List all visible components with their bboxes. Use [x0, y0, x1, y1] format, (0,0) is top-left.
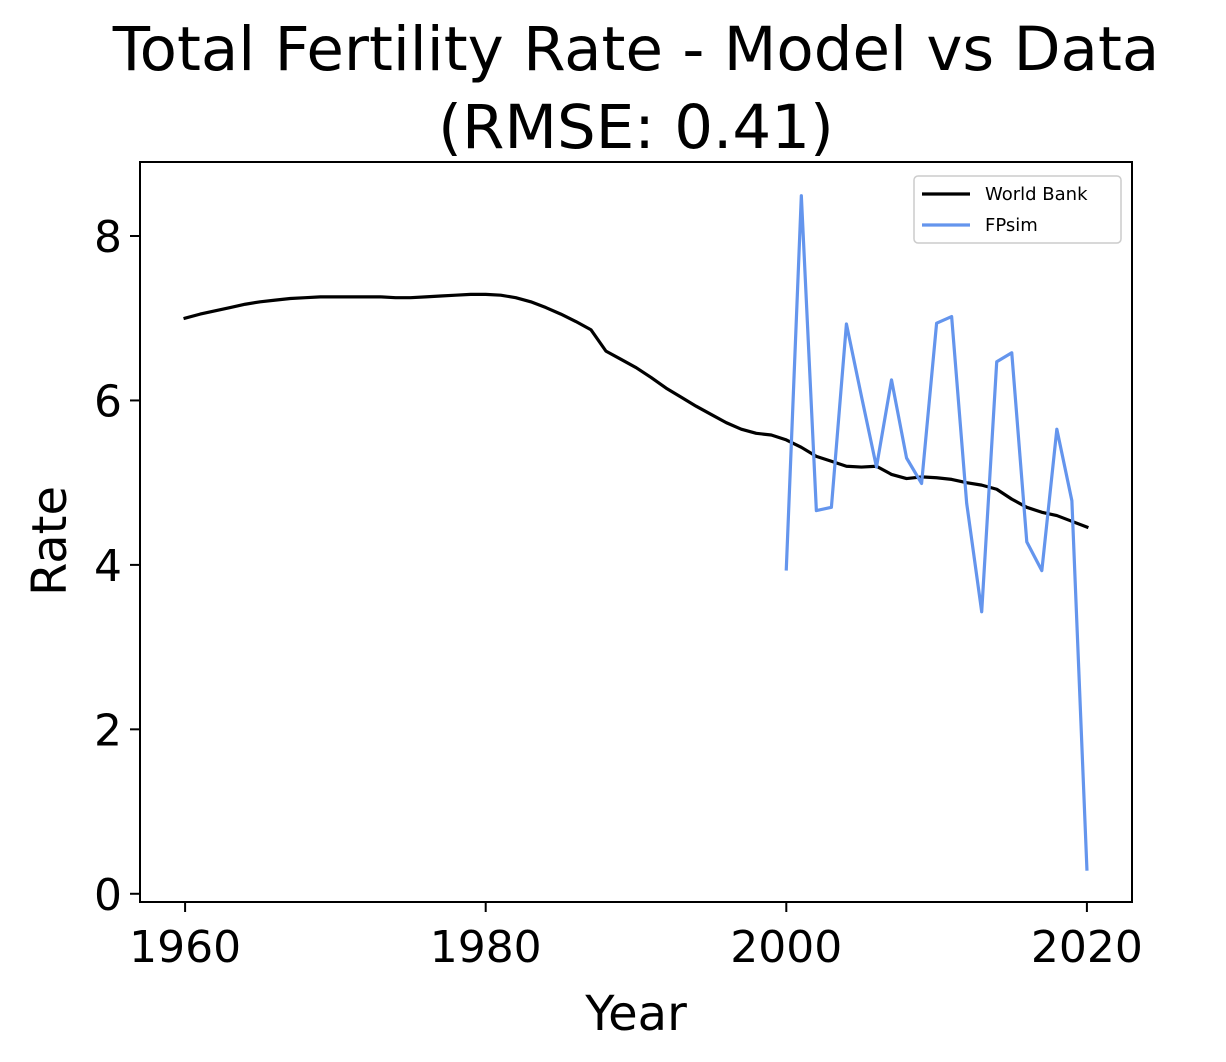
x-tick-label: 1980 [430, 922, 542, 973]
x-axis: 1960 1980 2000 2020 [129, 902, 1143, 973]
y-tick-label: 4 [94, 541, 122, 592]
series-line-world-bank [183, 292, 1089, 530]
chart-title: Total Fertility Rate - Model vs Data [112, 14, 1160, 85]
plot-frame [139, 161, 1133, 903]
legend-label: FPsim [985, 215, 1038, 236]
series-layer [183, 194, 1089, 871]
legend-label: World Bank [985, 184, 1088, 205]
y-tick-label: 2 [94, 705, 122, 756]
y-axis: 0 2 4 6 8 [94, 212, 140, 921]
series-line-fpsim [784, 194, 1089, 871]
y-tick-label: 6 [94, 376, 122, 427]
chart-subtitle: (RMSE: 0.41) [438, 92, 834, 163]
legend: World Bank FPsim [913, 175, 1122, 244]
y-tick-label: 8 [94, 212, 122, 263]
y-axis-label: Rate [22, 486, 78, 596]
x-tick-label: 2000 [730, 922, 842, 973]
x-tick-label: 1960 [129, 922, 241, 973]
x-axis-label: Year [584, 986, 687, 1042]
x-tick-label: 2020 [1031, 922, 1143, 973]
y-tick-label: 0 [94, 870, 122, 921]
